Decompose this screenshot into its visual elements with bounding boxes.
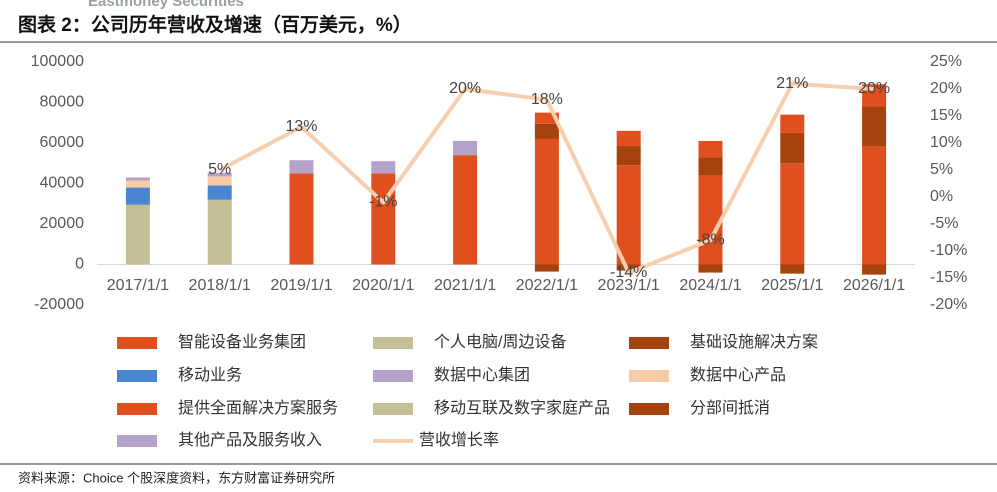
legend-label: 营收增长率 xyxy=(419,431,499,449)
x-tick-label: 2026/1/1 xyxy=(843,277,905,294)
bar-segment xyxy=(453,140,478,156)
bar-segment xyxy=(862,146,887,265)
x-tick-label: 2022/1/1 xyxy=(516,277,578,294)
data-label: -8% xyxy=(696,231,724,248)
legend-swatch xyxy=(629,403,669,415)
legend-label: 智能设备业务集团 xyxy=(178,333,306,351)
y2-tick-label: 10% xyxy=(930,134,962,151)
bar-segment xyxy=(125,187,150,205)
bar-segment xyxy=(780,163,805,265)
bar-segment xyxy=(125,180,150,188)
legend-label: 其他产品及服务收入 xyxy=(178,431,322,449)
x-tick-label: 2025/1/1 xyxy=(761,277,823,294)
x-tick-label: 2019/1/1 xyxy=(270,277,332,294)
y2-tick-label: -5% xyxy=(930,215,958,232)
y-tick-label: 40000 xyxy=(40,175,85,192)
bar-segment xyxy=(616,130,641,147)
legend-label: 移动互联及数字家庭产品 xyxy=(434,399,610,417)
y2-tick-label: 15% xyxy=(930,107,962,124)
data-label: 5% xyxy=(208,161,231,178)
bar-segment xyxy=(616,165,641,265)
x-tick-label: 2023/1/1 xyxy=(598,277,660,294)
legend-label: 提供全面解决方案服务 xyxy=(178,399,338,417)
legend-swatch xyxy=(117,403,157,415)
bar-segment xyxy=(453,155,478,265)
bar-segment xyxy=(371,173,396,265)
y-tick-label: 60000 xyxy=(40,134,85,151)
logo: Eastmoney Securities xyxy=(88,0,244,10)
data-label: 20% xyxy=(449,80,481,97)
bar-segment xyxy=(780,132,805,164)
y2-tick-label: 0% xyxy=(930,188,953,205)
bar-segment xyxy=(534,138,559,265)
y2-tick-label: 5% xyxy=(930,161,953,178)
bar-segment xyxy=(698,175,723,265)
legend-label: 基础设施解决方案 xyxy=(690,333,818,351)
chart-title: 图表 2：公司历年营收及增速（百万美元，%） xyxy=(18,13,412,36)
y-tick-label: 80000 xyxy=(40,94,85,111)
x-tick-label: 2021/1/1 xyxy=(434,277,496,294)
legend-label: 数据中心集团 xyxy=(434,366,530,384)
bar-segment xyxy=(289,173,314,265)
bar-segment xyxy=(862,264,887,275)
y2-tick-label: -20% xyxy=(930,296,967,313)
bar-segment xyxy=(616,264,641,271)
bar-segment xyxy=(207,176,232,186)
bar-segment xyxy=(780,264,805,274)
y2-tick-label: -10% xyxy=(930,242,967,259)
data-label: 21% xyxy=(776,75,808,92)
growth-line xyxy=(218,81,875,275)
legend-swatch xyxy=(629,337,669,349)
bar-segment xyxy=(207,185,232,200)
legend-swatch xyxy=(373,403,413,415)
data-label: 20% xyxy=(858,80,890,97)
legend-label: 分部间抵消 xyxy=(690,399,770,417)
bar-segment xyxy=(207,199,232,265)
y-tick-label: 100000 xyxy=(31,53,84,70)
bar-segment xyxy=(780,114,805,133)
bar-segment xyxy=(534,112,559,124)
bar-segment xyxy=(534,264,559,272)
bar-segment xyxy=(534,123,559,139)
bar-segment xyxy=(698,140,723,158)
legend-label: 数据中心产品 xyxy=(690,366,786,384)
bar-segment xyxy=(698,157,723,176)
legend-swatch xyxy=(117,370,157,382)
y-tick-label: 0 xyxy=(75,256,84,273)
data-label: -14% xyxy=(610,264,647,281)
legend-label: 个人电脑/周边设备 xyxy=(434,333,566,351)
x-tick-label: 2020/1/1 xyxy=(352,277,414,294)
y2-tick-label: 20% xyxy=(930,80,962,97)
bar-segment xyxy=(862,106,887,147)
y2-tick-label: 25% xyxy=(930,53,962,70)
legend-label: 移动业务 xyxy=(178,366,242,384)
x-tick-label: 2024/1/1 xyxy=(679,277,741,294)
legend-swatch xyxy=(373,337,413,349)
y2-tick-label: -15% xyxy=(930,269,967,286)
legend-swatch xyxy=(117,337,157,349)
y-tick-label: -20000 xyxy=(34,296,84,313)
bar-segment xyxy=(207,172,232,177)
source-note: 资料来源：Choice 个股深度资料，东方财富证券研究所 xyxy=(18,470,335,485)
bar-segment xyxy=(698,264,723,273)
legend-swatch xyxy=(373,370,413,382)
data-label: 13% xyxy=(285,118,317,135)
bar-segment xyxy=(371,161,396,174)
bar-segment xyxy=(125,177,150,181)
x-tick-label: 2018/1/1 xyxy=(189,277,251,294)
legend-swatch xyxy=(117,435,157,447)
data-label: 18% xyxy=(531,91,563,108)
bar-segment xyxy=(616,146,641,166)
bar-segment xyxy=(289,160,314,174)
y-tick-label: 20000 xyxy=(40,215,85,232)
x-tick-label: 2017/1/1 xyxy=(107,277,169,294)
data-label: -1% xyxy=(369,194,397,211)
bar-segment xyxy=(125,204,150,265)
legend-swatch xyxy=(629,370,669,382)
